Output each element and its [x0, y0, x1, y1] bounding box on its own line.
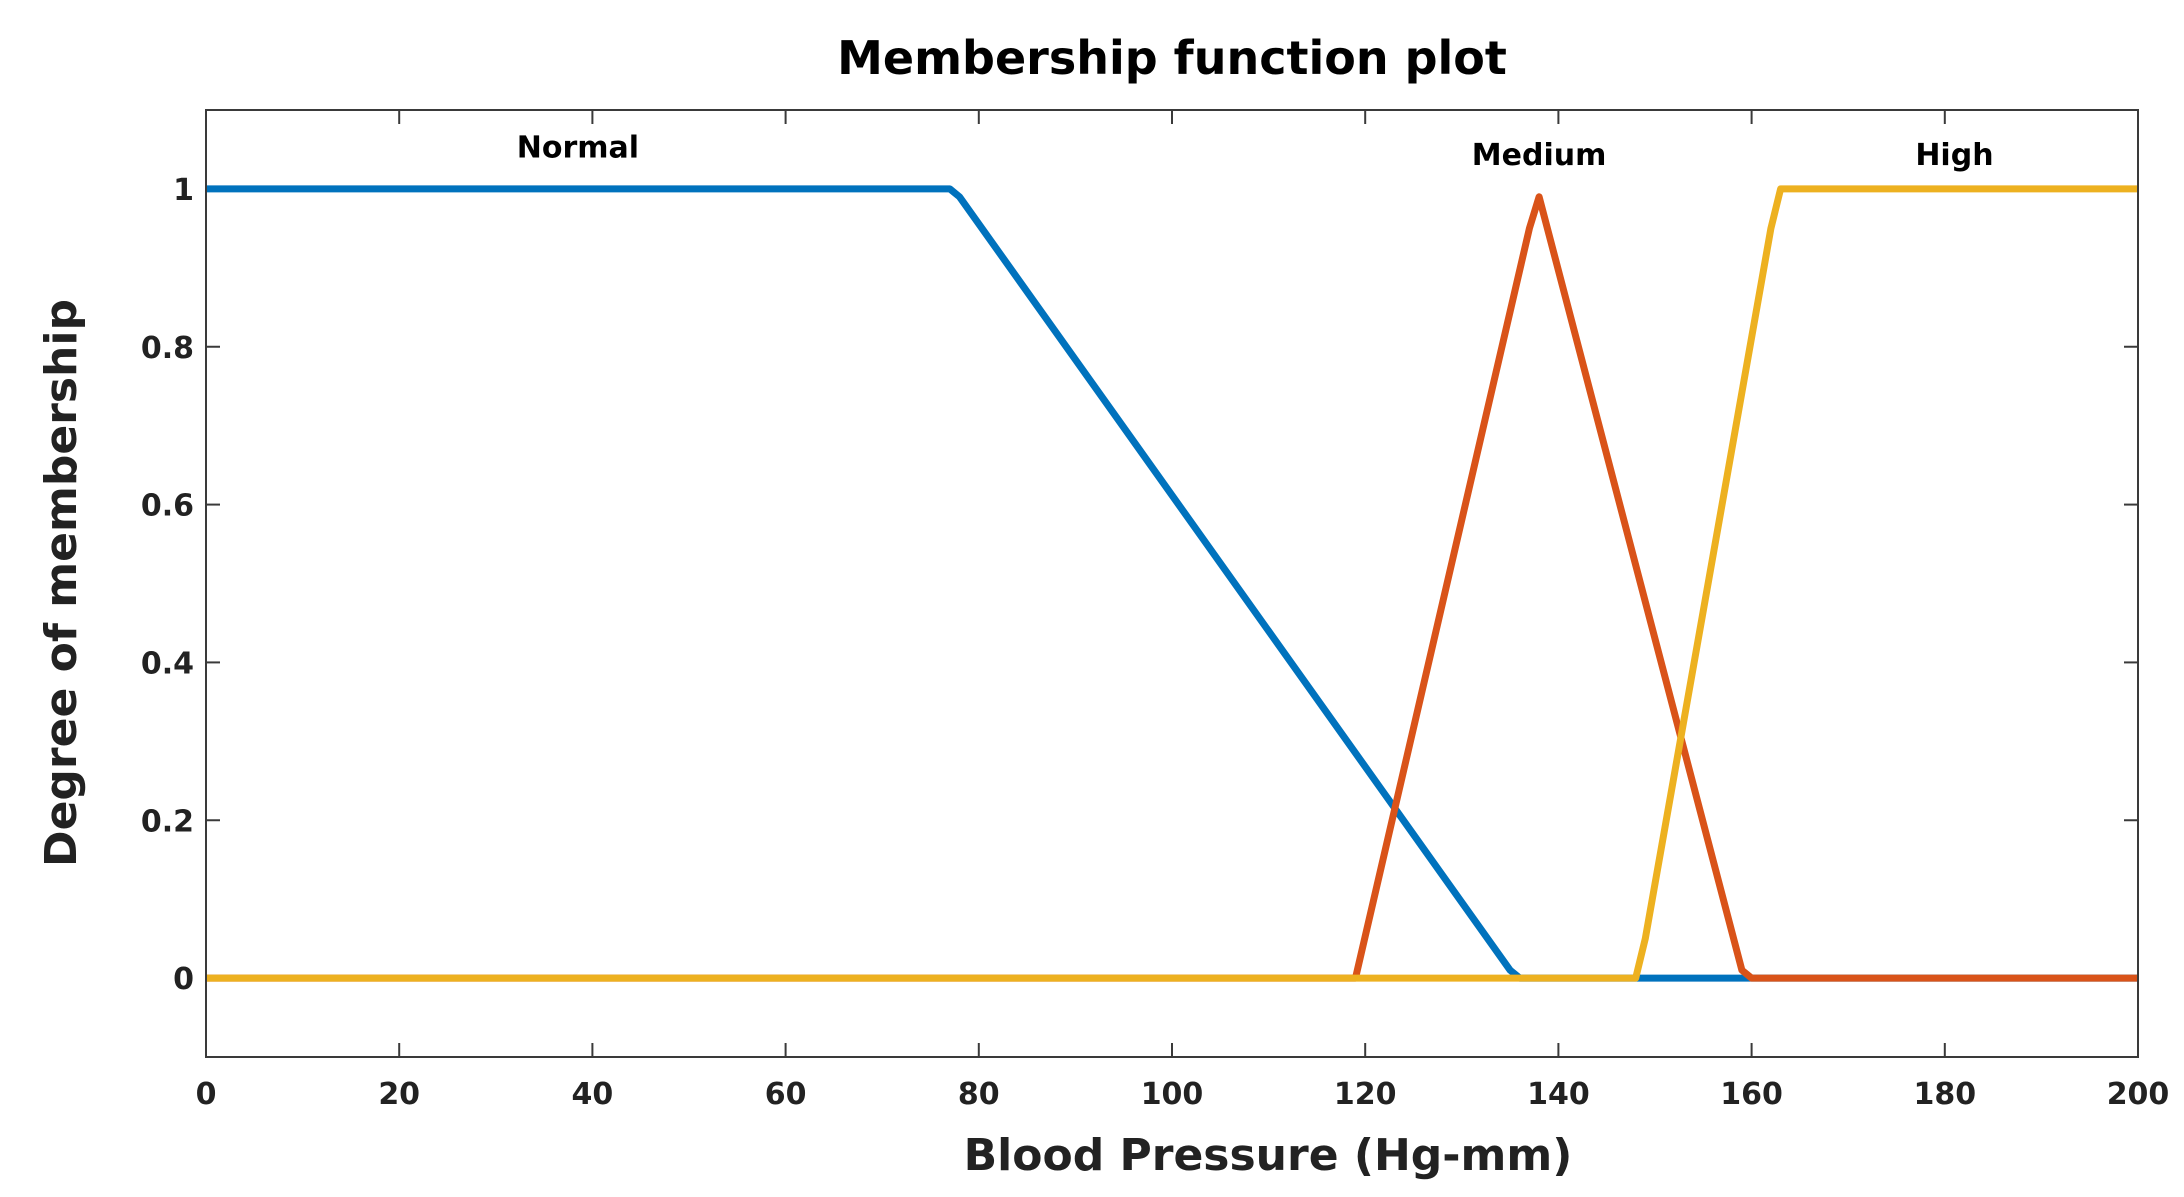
x-tick-label: 180 [1913, 1077, 1976, 1112]
x-tick-label: 80 [958, 1077, 1000, 1112]
y-tick-label: 0.4 [141, 646, 194, 681]
series-label-normal: Normal [517, 130, 639, 165]
y-tick-label: 0.8 [141, 331, 194, 366]
x-tick-label: 100 [1141, 1077, 1204, 1112]
y-tick-label: 0.2 [141, 804, 194, 839]
x-tick-label: 20 [378, 1077, 420, 1112]
x-tick-label: 200 [2107, 1077, 2170, 1112]
label-layer: 0 20 40 60 80 100 120 140 160 180 200 0 0.2 0.4 0.6 0.8… [141, 130, 2169, 1112]
x-axis-label: Blood Pressure (Hg-mm) [964, 1130, 1573, 1181]
x-tick-label: 0 [196, 1077, 217, 1112]
chart-title: Membership function plot [837, 31, 1507, 85]
x-tick-label: 40 [572, 1077, 614, 1112]
series-label-medium: Medium [1472, 138, 1607, 173]
x-tick-label: 160 [1720, 1077, 1783, 1112]
series-line-high [206, 185, 2138, 982]
x-tick-label: 140 [1527, 1077, 1590, 1112]
plot-frame [205, 109, 2139, 1058]
y-axis-label: Degree of membership [36, 299, 87, 867]
y-tick-label: 1 [173, 173, 194, 208]
series-layer [206, 185, 2138, 982]
x-tick-label: 120 [1334, 1077, 1397, 1112]
x-tick-label: 60 [765, 1077, 807, 1112]
series-label-high: High [1915, 138, 1993, 173]
y-tick-label: 0 [173, 962, 194, 997]
y-tick-label: 0.6 [141, 489, 194, 524]
